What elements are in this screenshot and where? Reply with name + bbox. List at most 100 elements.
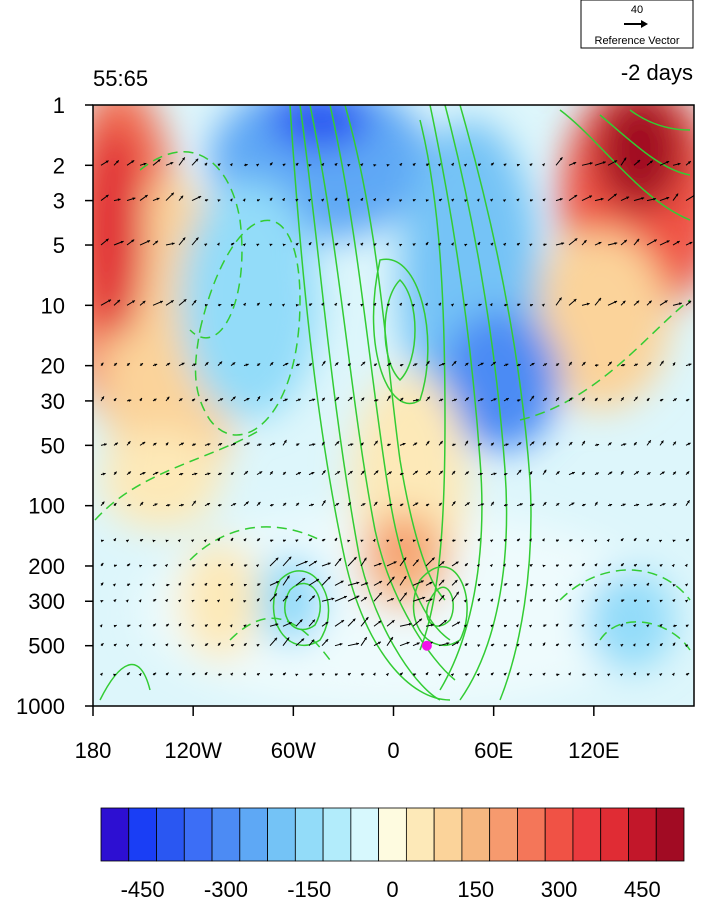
- wind-vector: [594, 397, 598, 402]
- wind-vector: [477, 362, 484, 367]
- wind-vector: [503, 644, 507, 647]
- wind-vector: [100, 238, 109, 246]
- wind-vector: [386, 198, 390, 202]
- wind-vector: [450, 242, 454, 246]
- wind-vector: [490, 598, 494, 602]
- wind-vector: [295, 363, 300, 367]
- wind-vector: [347, 502, 352, 506]
- wind-vector: [178, 673, 182, 677]
- wind-vector: [204, 582, 208, 586]
- wind-vector: [139, 162, 147, 166]
- wind-vector: [425, 163, 430, 167]
- wind-vector: [646, 160, 654, 166]
- x-tick-label: 120W: [164, 738, 222, 763]
- wind-vector: [412, 470, 419, 476]
- wind-vector: [438, 539, 443, 542]
- wind-vector: [503, 672, 507, 676]
- wind-vector: [541, 303, 545, 307]
- contour-line: [629, 109, 691, 131]
- wind-vector: [503, 598, 507, 603]
- wind-vector: [620, 584, 624, 587]
- wind-vector: [672, 302, 682, 306]
- wind-vector: [321, 242, 325, 247]
- wind-vector: [542, 672, 546, 676]
- wind-vector: [334, 470, 341, 476]
- wind-vector: [529, 199, 534, 202]
- wind-vector: [334, 502, 340, 507]
- wind-vector: [438, 198, 443, 202]
- wind-vector: [112, 583, 116, 587]
- wind-vector: [100, 582, 104, 586]
- wind-vector: [386, 597, 395, 602]
- wind-vector: [399, 557, 407, 567]
- wind-vector: [412, 580, 424, 586]
- wind-vector: [438, 579, 445, 586]
- wind-vector: [568, 441, 573, 446]
- wind-vector: [321, 621, 329, 627]
- wind-vector: [204, 243, 208, 247]
- wind-vector: [659, 623, 663, 628]
- wind-vector: [230, 396, 236, 402]
- wind-vector: [229, 624, 233, 628]
- wind-vector: [633, 197, 645, 202]
- wind-vector: [490, 242, 494, 246]
- wind-vector: [152, 598, 157, 602]
- y-tick-label: 500: [28, 634, 65, 659]
- wind-vector: [568, 672, 572, 676]
- y-tick-label: 10: [41, 293, 65, 318]
- shaded-field: [93, 105, 694, 706]
- wind-vector: [230, 361, 236, 367]
- wind-vector: [295, 471, 302, 476]
- wind-vector: [451, 579, 458, 586]
- wind-vector: [568, 624, 573, 627]
- wind-vector: [399, 503, 404, 507]
- wind-vector: [659, 599, 663, 603]
- wind-vector: [425, 199, 429, 202]
- wind-vector: [217, 673, 222, 677]
- wind-vector: [230, 537, 234, 542]
- wind-vector: [191, 195, 202, 202]
- wind-vector: [607, 582, 612, 586]
- wind-vector: [386, 362, 392, 367]
- wind-vector: [516, 242, 521, 246]
- wind-vector: [503, 472, 508, 476]
- wind-vector: [243, 564, 248, 567]
- wind-vector: [334, 595, 348, 602]
- wind-vector: [321, 538, 326, 542]
- wind-vector: [581, 643, 585, 647]
- wind-vector: [360, 197, 364, 201]
- wind-vector: [360, 596, 368, 602]
- y-tick-label: 2: [53, 153, 65, 178]
- wind-vector: [463, 163, 468, 167]
- wind-vector: [295, 398, 302, 402]
- wind-vector: [113, 442, 119, 446]
- wind-vector: [256, 363, 261, 367]
- wind-vector: [672, 642, 676, 646]
- colorbar-swatch: [600, 807, 629, 862]
- wind-vector: [464, 396, 470, 402]
- wind-vector: [191, 472, 198, 476]
- wind-vector: [360, 242, 364, 246]
- wind-vector: [204, 671, 208, 676]
- wind-vector: [659, 502, 666, 507]
- wind-vector: [633, 599, 638, 603]
- colorbar-tick-label: 0: [386, 877, 398, 898]
- wind-vector: [152, 471, 159, 476]
- wind-vector: [373, 501, 378, 506]
- contour-line: [384, 278, 416, 382]
- contour-line: [272, 570, 330, 647]
- wind-vector: [164, 563, 168, 568]
- wind-vector: [139, 643, 143, 647]
- contour-line: [459, 105, 532, 701]
- wind-vector: [490, 442, 495, 446]
- wind-vector: [217, 537, 221, 542]
- wind-vector: [425, 581, 433, 586]
- contour-line: [344, 105, 446, 601]
- y-tick-label: 100: [28, 494, 65, 519]
- wind-vector: [295, 619, 303, 627]
- wind-vector: [594, 197, 604, 202]
- wind-vector: [580, 583, 585, 587]
- wind-vector: [269, 361, 274, 366]
- wind-vector: [321, 638, 329, 647]
- wind-vector: [125, 599, 129, 603]
